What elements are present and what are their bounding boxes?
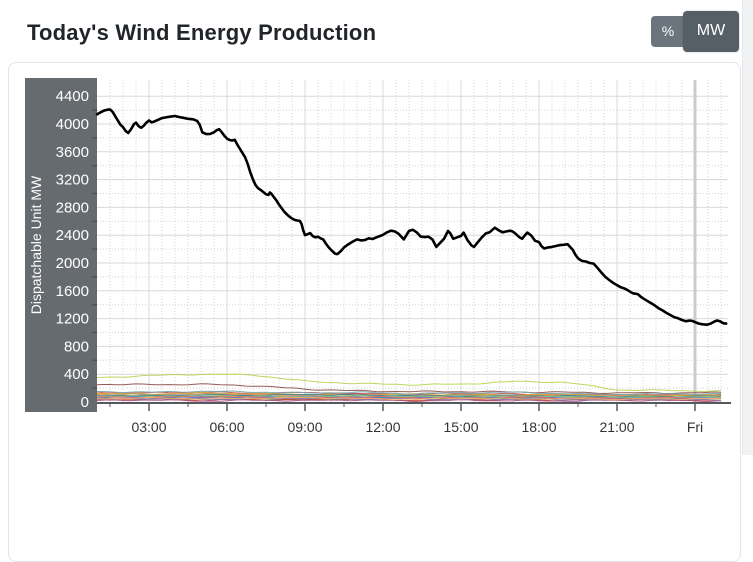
y-tick-label: 0 — [81, 394, 89, 411]
x-tick-label: 12:00 — [365, 419, 400, 435]
y-tick-label: 2400 — [56, 227, 89, 244]
x-tick-label: Fri — [687, 419, 703, 435]
percent-toggle-button[interactable]: % — [651, 15, 685, 47]
page-title: Today's Wind Energy Production — [27, 20, 377, 45]
y-tick-label: 3200 — [56, 172, 89, 189]
x-tick-label: 06:00 — [209, 419, 244, 435]
mw-toggle-button[interactable]: MW — [683, 10, 739, 52]
series-unit-19 — [96, 395, 722, 400]
unit-toggle-group: % MW — [651, 10, 739, 52]
y-tick-label: 1600 — [56, 283, 89, 300]
y-tick-label: 4000 — [56, 116, 89, 133]
x-tick-label: 18:00 — [521, 419, 556, 435]
y-tick-label: 1200 — [56, 311, 89, 328]
y-tick-label: 400 — [64, 366, 89, 383]
day-boundary-line — [693, 80, 697, 402]
series-unit-20 — [96, 396, 722, 401]
wind-production-chart[interactable]: 0 400 800 1200 1600 2000 2400 2800 3200 3600 4000 4… — [0, 0, 753, 455]
x-tick-label: 15:00 — [443, 419, 478, 435]
series-unit-01 — [96, 373, 722, 393]
total-wind-line — [95, 108, 728, 327]
series-unit-17 — [97, 394, 722, 399]
y-tick-label: 3600 — [56, 144, 89, 161]
y-tick-label: 2000 — [56, 255, 89, 272]
page-edge-strip — [742, 0, 753, 455]
y-axis-block — [25, 78, 97, 412]
y-tick-label: 800 — [64, 338, 89, 355]
x-tick-label: 09:00 — [287, 419, 322, 435]
x-tick-label: 03:00 — [131, 419, 166, 435]
x-tick-label: 21:00 — [599, 419, 634, 435]
header: Today's Wind Energy Production % MW — [0, 0, 745, 62]
series-unit-02 — [96, 383, 722, 395]
y-axis-title: Dispatchable Unit MW — [28, 175, 44, 314]
series-unit-16 — [97, 390, 722, 396]
y-tick-label: 2800 — [56, 199, 89, 216]
y-tick-label: 4400 — [56, 88, 89, 105]
